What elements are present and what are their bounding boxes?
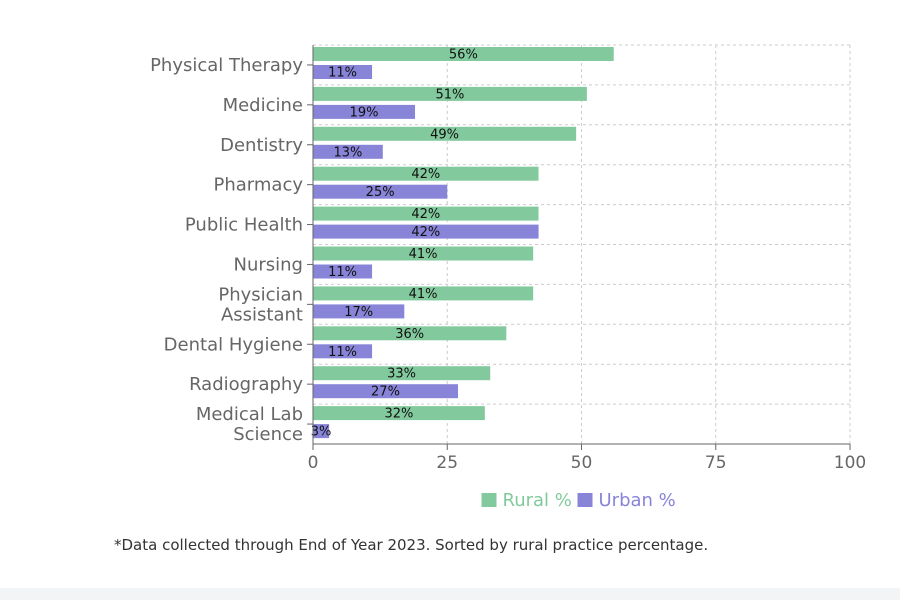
y-tick-label-line: Medical Lab bbox=[196, 404, 303, 425]
y-tick-label-line: Science bbox=[233, 424, 303, 445]
data-label: 27% bbox=[371, 385, 400, 400]
bar-urban bbox=[313, 424, 330, 439]
data-label: 42% bbox=[411, 207, 440, 222]
bar-rural bbox=[313, 47, 614, 61]
data-label: 11% bbox=[328, 345, 357, 360]
data-label: 56% bbox=[449, 48, 478, 63]
data-label: 42% bbox=[411, 167, 440, 182]
bar-rural bbox=[313, 86, 587, 101]
data-label: 49% bbox=[430, 127, 459, 142]
bar-urban bbox=[313, 384, 458, 399]
bottom-strip bbox=[0, 588, 900, 600]
bar-urban bbox=[313, 224, 539, 239]
bar-rural bbox=[313, 366, 491, 381]
data-label: 11% bbox=[328, 66, 357, 81]
bar-rural bbox=[313, 326, 507, 341]
data-label: 36% bbox=[395, 327, 424, 342]
data-label: 42% bbox=[411, 225, 440, 240]
data-label: 33% bbox=[387, 367, 416, 382]
data-label: 13% bbox=[333, 145, 362, 160]
data-label: 11% bbox=[328, 265, 357, 280]
data-labels: 56% 11% 51% 19% 49% 13% 42% 25% 42% 42% 41% 11% 41% 1… bbox=[311, 48, 478, 440]
data-label: 32% bbox=[384, 407, 413, 422]
x-tick-label: 100 bbox=[834, 453, 866, 473]
bar-urban bbox=[313, 144, 383, 159]
y-tick-label-line: Dental Hygiene bbox=[164, 334, 303, 355]
y-tick-label: Radiography bbox=[189, 374, 303, 395]
y-tick-label: Medical Lab Science bbox=[196, 404, 303, 445]
y-tick-label-line: Nursing bbox=[234, 254, 304, 275]
bar-rural bbox=[313, 206, 539, 221]
y-tick-label: Dental Hygiene bbox=[164, 334, 303, 355]
data-label: 19% bbox=[350, 105, 379, 120]
legend-label-rural: Rural % bbox=[503, 490, 572, 511]
y-tick-label-line: Dentistry bbox=[220, 135, 303, 156]
data-label: 17% bbox=[344, 305, 373, 320]
data-label: 3% bbox=[311, 425, 332, 440]
bars bbox=[313, 47, 614, 439]
data-label: 41% bbox=[409, 287, 438, 302]
bar-urban bbox=[313, 264, 373, 279]
y-tick-label-line: Pharmacy bbox=[214, 175, 304, 196]
y-tick-label: Pharmacy bbox=[214, 175, 304, 196]
bar-rural bbox=[313, 406, 485, 421]
y-tick-label: Dentistry bbox=[220, 135, 303, 156]
x-tick-label: 0 bbox=[308, 453, 319, 473]
data-label: 25% bbox=[366, 185, 395, 200]
x-tick-label: 50 bbox=[571, 453, 593, 473]
y-tick-label-line: Physician bbox=[218, 284, 303, 305]
y-tick-label-line: Public Health bbox=[185, 215, 303, 236]
bar-urban bbox=[313, 184, 448, 199]
bar-chart: 56% 11% 51% 19% 49% 13% 42% 25% 42% 42% 41% 11% 41% 1… bbox=[150, 44, 866, 511]
data-label: 51% bbox=[435, 87, 464, 102]
footnote: *Data collected through End of Year 2023… bbox=[114, 536, 709, 554]
y-tick-label-line: Assistant bbox=[221, 304, 303, 325]
x-tick-label: 75 bbox=[705, 453, 727, 473]
x-tick-label: 25 bbox=[436, 453, 458, 473]
axes: 0 25 50 75 100 Physical Therapy Medicine Dentis… bbox=[150, 45, 866, 473]
bar-urban bbox=[313, 65, 373, 79]
legend-label-urban: Urban % bbox=[599, 490, 676, 511]
y-tick-label: Public Health bbox=[185, 215, 303, 236]
bar-rural bbox=[313, 286, 534, 301]
bar-urban bbox=[313, 304, 405, 319]
y-tick-label: Physician Assistant bbox=[218, 284, 303, 325]
y-tick-label: Medicine bbox=[223, 95, 303, 116]
y-tick-label: Nursing bbox=[234, 254, 304, 275]
bar-rural bbox=[313, 246, 534, 261]
y-tick-label: Physical Therapy bbox=[150, 55, 303, 76]
legend: Rural % Urban % bbox=[481, 490, 676, 511]
y-tick-label-line: Medicine bbox=[223, 95, 303, 116]
legend-swatch-urban bbox=[577, 493, 593, 507]
bar-rural bbox=[313, 126, 577, 141]
y-tick-label-line: Radiography bbox=[189, 374, 303, 395]
bar-urban bbox=[313, 344, 373, 359]
bar-rural bbox=[313, 166, 539, 181]
bar-urban bbox=[313, 104, 416, 119]
y-tick-label-line: Physical Therapy bbox=[150, 55, 303, 76]
legend-swatch-rural bbox=[481, 493, 497, 507]
data-label: 41% bbox=[409, 247, 438, 262]
